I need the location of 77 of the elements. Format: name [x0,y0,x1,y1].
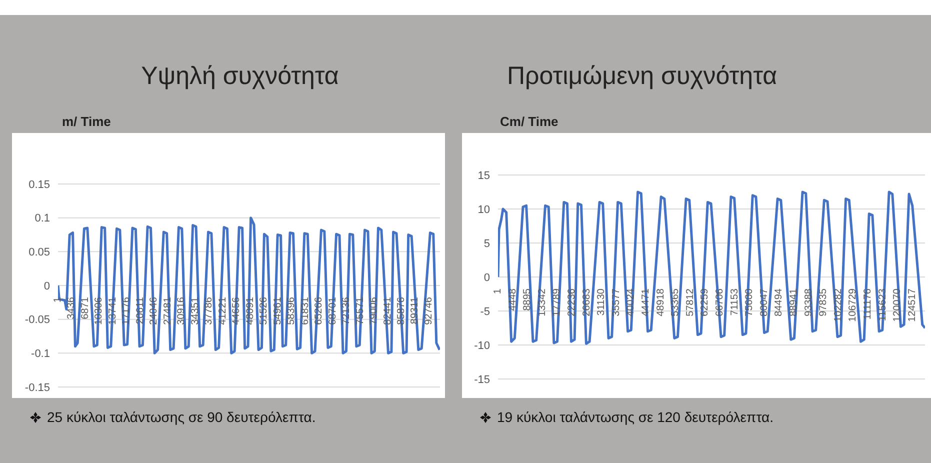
x-tick-label: 30916 [176,296,188,325]
x-tick-label: 22236 [566,288,578,316]
x-tick-label: 80047 [758,288,770,316]
x-tick-label: 51526 [258,296,270,325]
x-tick-label: 37786 [204,296,215,325]
x-tick-label: 35577 [610,288,622,316]
x-tick-label: 34351 [190,296,201,325]
x-tick-label: 111176 [862,288,874,320]
x-tick-label: 75571 [354,296,366,325]
y-tick-label: 0 [44,280,50,292]
x-tick-label: 89311 [410,296,421,324]
x-tick-label: 24046 [148,296,160,325]
x-tick-label: 13741 [107,296,118,325]
y-tick-label: -0.15 [24,382,50,394]
x-tick-label: 65266 [314,296,325,325]
y-tick-label: -0.1 [31,348,50,360]
y-tick-label: 0.1 [34,212,50,225]
x-tick-label: 4448 [507,288,518,311]
x-tick-label: 53365 [670,288,682,316]
y-tick-label: 0.05 [28,246,50,259]
text: 19 κύκλοι ταλάντωσης σε 120 δευτερόλεπτα. [497,409,774,425]
y-tick-label: -10 [474,340,490,352]
x-tick-label: 62259 [700,288,711,316]
x-tick-label: 93388 [803,288,814,316]
x-tick-label: 57812 [684,288,696,316]
x-tick-label: 97835 [818,288,830,316]
y-tick-label: 10 [478,204,490,216]
x-tick-label: 31130 [596,288,608,316]
x-tick-label: 44471 [640,288,652,316]
x-tick-label: 13342 [536,288,548,316]
x-tick-label: 1 [492,288,504,294]
x-tick-label: 66706 [714,288,726,316]
x-tick-label: 41221 [217,296,228,325]
x-tick-label: 54961 [272,296,284,325]
y-axis-title: Cm/ Time [500,114,558,129]
x-tick-label: 44656 [231,296,242,325]
y-tick-label: -0.05 [24,314,50,326]
x-tick-label: 72136 [341,296,352,325]
x-tick-label: 102282 [832,288,844,322]
x-tick-label: 10306 [94,296,105,325]
x-tick-label: 20611 [134,296,146,324]
x-tick-label: 92746 [423,296,434,325]
x-tick-label: 85876 [396,296,408,325]
x-tick-label: 88941 [788,288,800,316]
x-tick-label: 26683 [581,288,592,316]
y-tick-label: 5 [484,238,490,250]
chart-title: Υψηλή συχνότητα [141,62,339,91]
x-tick-label: 84494 [774,288,785,316]
x-tick-label: 3436 [66,296,78,320]
x-tick-label: 115623 [877,288,888,322]
x-tick-label: 48918 [655,288,666,316]
x-tick-label: 79006 [368,296,380,325]
x-tick-label: 48091 [244,296,256,325]
x-tick-label: 120070 [892,288,904,322]
y-tick-label: 0 [484,272,490,284]
x-tick-label: 58396 [286,296,298,325]
x-tick-label: 75600 [744,288,756,316]
y-tick-label: -5 [480,306,490,318]
x-tick-label: 68701 [327,296,338,325]
x-tick-label: 17176 [121,296,132,325]
x-tick-label: 40024 [626,288,637,316]
y-axis-title: m/ Time [62,114,111,129]
x-tick-label: 1 [52,296,64,303]
x-tick-label: 8895 [522,288,534,311]
y-tick-label: 15 [478,170,490,182]
x-tick-label: 106729 [848,288,859,322]
y-tick-label: 0.15 [28,178,50,191]
chart-title: Προτιμώμενη συχνότητα [506,62,778,91]
x-tick-label: 124517 [906,288,918,322]
x-tick-label: 6871 [80,296,91,320]
x-tick-label: 17789 [552,288,563,316]
x-tick-label: 61831 [300,296,311,325]
x-tick-label: 71153 [729,288,740,316]
text: 25 κύκλοι ταλάντωσης σε 90 δευτερόλεπτα. [47,409,316,425]
x-tick-label: 27481 [162,296,174,325]
y-tick-label: -15 [474,374,490,386]
x-tick-label: 82441 [382,296,394,325]
